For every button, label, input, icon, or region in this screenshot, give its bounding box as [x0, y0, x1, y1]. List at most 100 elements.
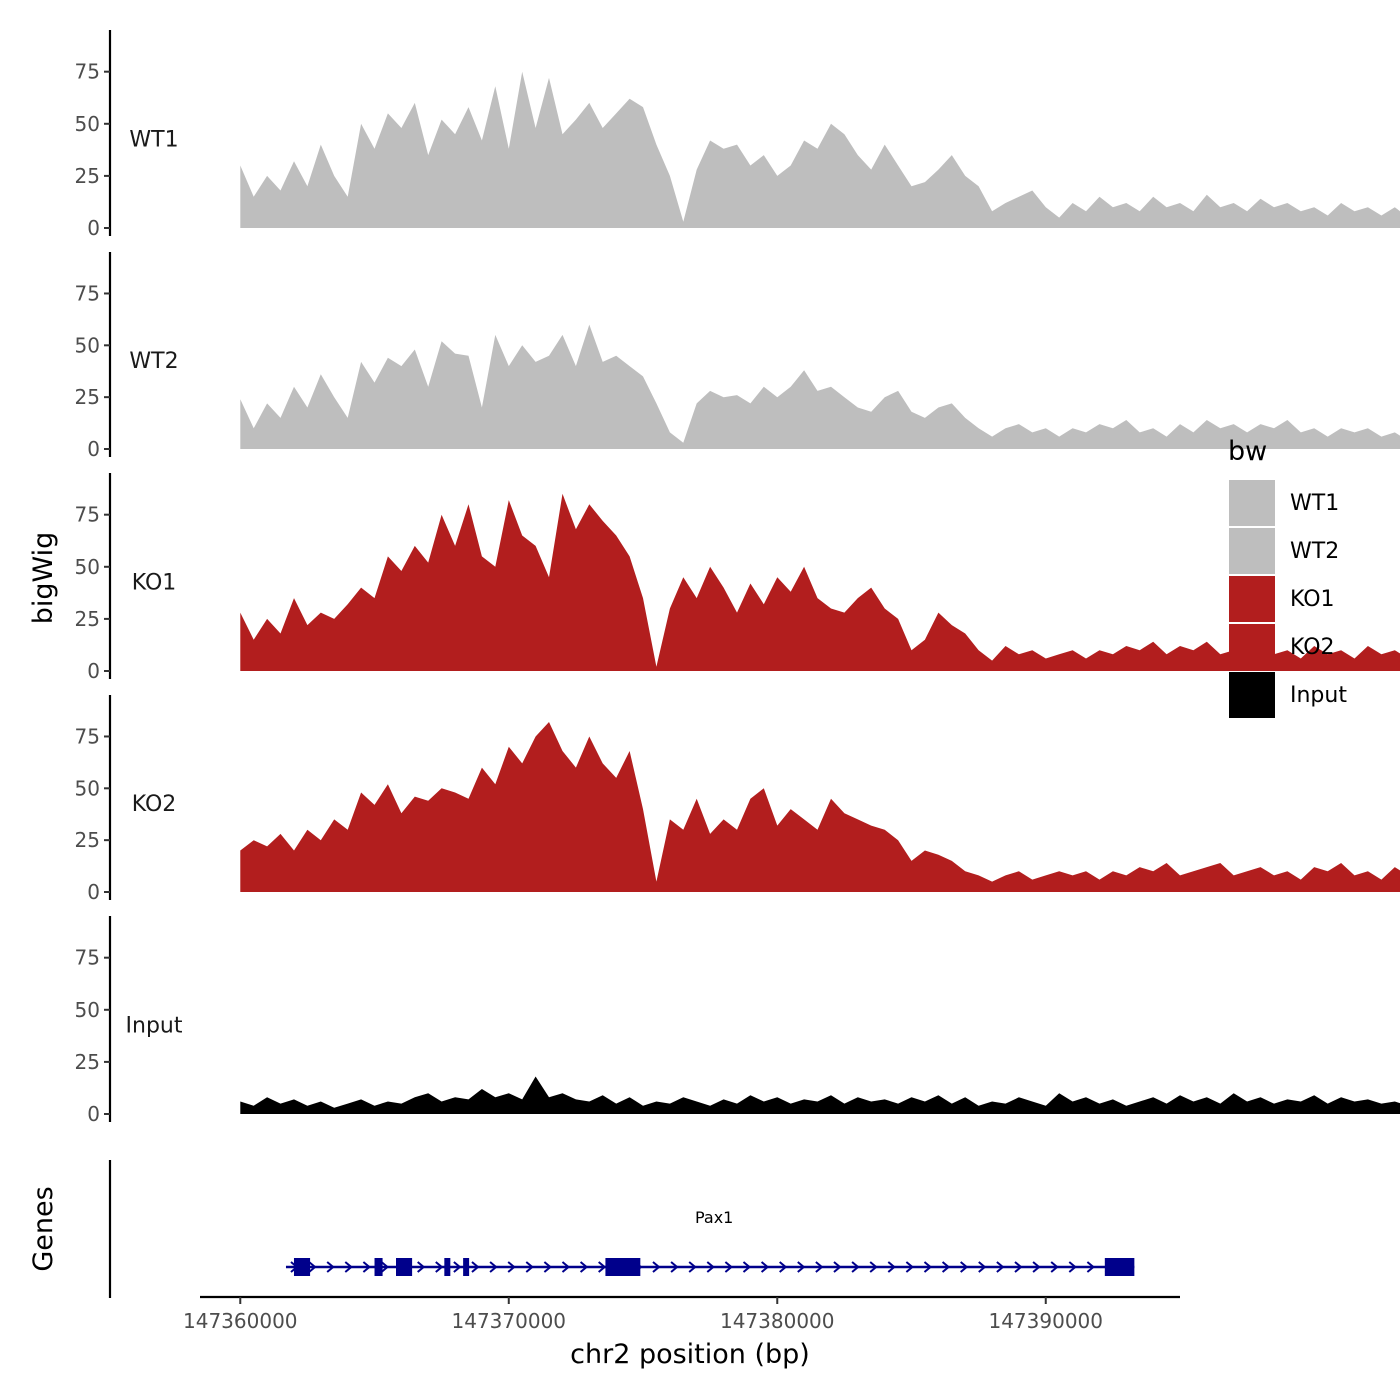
x-axis-title: chr2 position (bp): [570, 1339, 810, 1370]
strand-arrow: [887, 1261, 896, 1273]
strand-arrow: [869, 1261, 878, 1273]
genes-panel: Pax1: [108, 1160, 1135, 1298]
exon: [396, 1258, 413, 1276]
gene-label: Pax1: [695, 1208, 733, 1227]
x-tick-label: 147380000: [720, 1309, 835, 1333]
strand-arrow: [978, 1261, 987, 1273]
y-axis-title: bigWig: [28, 532, 59, 625]
y-tick-label: 0: [87, 1102, 100, 1126]
strand-arrow: [923, 1261, 933, 1273]
facet-input: 0 25 50 75 Input: [75, 916, 1400, 1126]
strand-arrow: [688, 1261, 697, 1273]
legend-key-ko2: [1229, 624, 1275, 670]
strand-arrow: [815, 1261, 824, 1273]
strand-arrow: [706, 1261, 715, 1273]
coverage-area-wt1: [240, 71, 1400, 228]
x-tick-label: 147360000: [183, 1309, 298, 1333]
facet-label: WT1: [129, 127, 178, 152]
strand-arrow: [760, 1261, 770, 1273]
y-tick-label: 75: [75, 60, 100, 84]
strand-arrow: [471, 1261, 480, 1273]
y-tick-label: 75: [75, 724, 100, 748]
strand-arrow: [543, 1261, 552, 1273]
y-tick-label: 50: [75, 998, 100, 1022]
strand-arrow: [344, 1261, 353, 1273]
facet-label: KO1: [132, 570, 177, 595]
x-tick-label: 147370000: [452, 1309, 567, 1333]
exon: [293, 1258, 311, 1276]
coverage-area-input: [240, 1076, 1400, 1114]
strand-arrow: [833, 1261, 842, 1273]
y-tick-label: 50: [75, 555, 100, 579]
strand-arrow: [453, 1261, 462, 1273]
legend-title: bw: [1228, 436, 1267, 467]
y-tick-label: 0: [87, 880, 100, 904]
coverage-area-ko1: [240, 493, 1400, 671]
exon: [463, 1258, 470, 1276]
strand-arrow: [797, 1261, 806, 1273]
coverage-area-ko2: [240, 722, 1400, 892]
y-tick-label: 50: [75, 112, 100, 136]
strand-arrow: [1032, 1261, 1041, 1273]
facet-label: Input: [126, 1013, 183, 1038]
strand-arrow: [941, 1261, 951, 1273]
strand-arrow: [724, 1261, 733, 1273]
exon: [444, 1258, 451, 1276]
facet-label: WT2: [129, 349, 178, 374]
facet-wt2: 0 25 50 75 WT2: [75, 252, 1400, 461]
exon: [374, 1258, 383, 1276]
facet-label: KO2: [132, 792, 177, 817]
y-tick-label: 0: [87, 216, 100, 240]
strand-arrow: [652, 1261, 661, 1273]
y-tick-label: 25: [75, 164, 100, 188]
strand-arrow: [670, 1261, 679, 1273]
genes-axis-title: Genes: [28, 1186, 59, 1271]
strand-arrow: [742, 1261, 752, 1273]
facet-ko1: 0 25 50 75 KO1: [75, 473, 1400, 683]
strand-arrow: [905, 1261, 914, 1273]
coverage-area-wt2: [240, 324, 1400, 449]
legend-label: KO1: [1290, 587, 1335, 612]
strand-arrow: [417, 1261, 426, 1273]
facet-ko2: 0 25 50 75 KO2: [75, 695, 1400, 904]
legend-label: Input: [1290, 683, 1347, 708]
strand-arrow: [1068, 1261, 1077, 1273]
gene-pax1: Pax1: [285, 1208, 1135, 1276]
y-tick-label: 50: [75, 333, 100, 357]
strand-arrow: [1050, 1261, 1059, 1273]
strand-arrow: [362, 1261, 371, 1273]
strand-arrow: [851, 1261, 860, 1273]
exon: [1104, 1258, 1135, 1276]
strand-arrow: [435, 1261, 444, 1273]
x-tick-label: 147390000: [988, 1309, 1103, 1333]
x-axis: 147360000 147370000 147380000 147390000: [183, 1295, 1180, 1333]
strand-arrow: [598, 1261, 607, 1273]
strand-arrow: [507, 1261, 516, 1273]
legend-label: KO2: [1290, 635, 1335, 660]
y-tick-label: 75: [75, 503, 100, 527]
strand-arrow: [779, 1261, 788, 1273]
strand-arrow: [326, 1261, 335, 1273]
legend: bw WT1 WT2 KO1 KO2 Input: [1228, 436, 1347, 718]
strand-arrow: [489, 1261, 498, 1273]
y-tick-label: 25: [75, 385, 100, 409]
legend-label: WT1: [1290, 491, 1339, 516]
y-tick-label: 75: [75, 281, 100, 305]
strand-arrow: [579, 1261, 589, 1273]
y-tick-label: 25: [75, 1050, 100, 1074]
y-tick-label: 0: [87, 659, 100, 683]
y-tick-label: 75: [75, 946, 100, 970]
strand-arrow: [1086, 1261, 1095, 1273]
strand-arrow: [561, 1261, 571, 1273]
strand-arrow: [308, 1261, 317, 1273]
strand-arrow: [525, 1261, 534, 1273]
strand-arrow: [960, 1261, 969, 1273]
y-tick-label: 25: [75, 828, 100, 852]
strand-arrow: [1014, 1261, 1023, 1273]
y-tick-label: 0: [87, 437, 100, 461]
legend-label: WT2: [1290, 539, 1339, 564]
legend-key-wt2: [1229, 528, 1275, 574]
strand-arrow: [996, 1261, 1005, 1273]
legend-key-wt1: [1229, 480, 1275, 526]
